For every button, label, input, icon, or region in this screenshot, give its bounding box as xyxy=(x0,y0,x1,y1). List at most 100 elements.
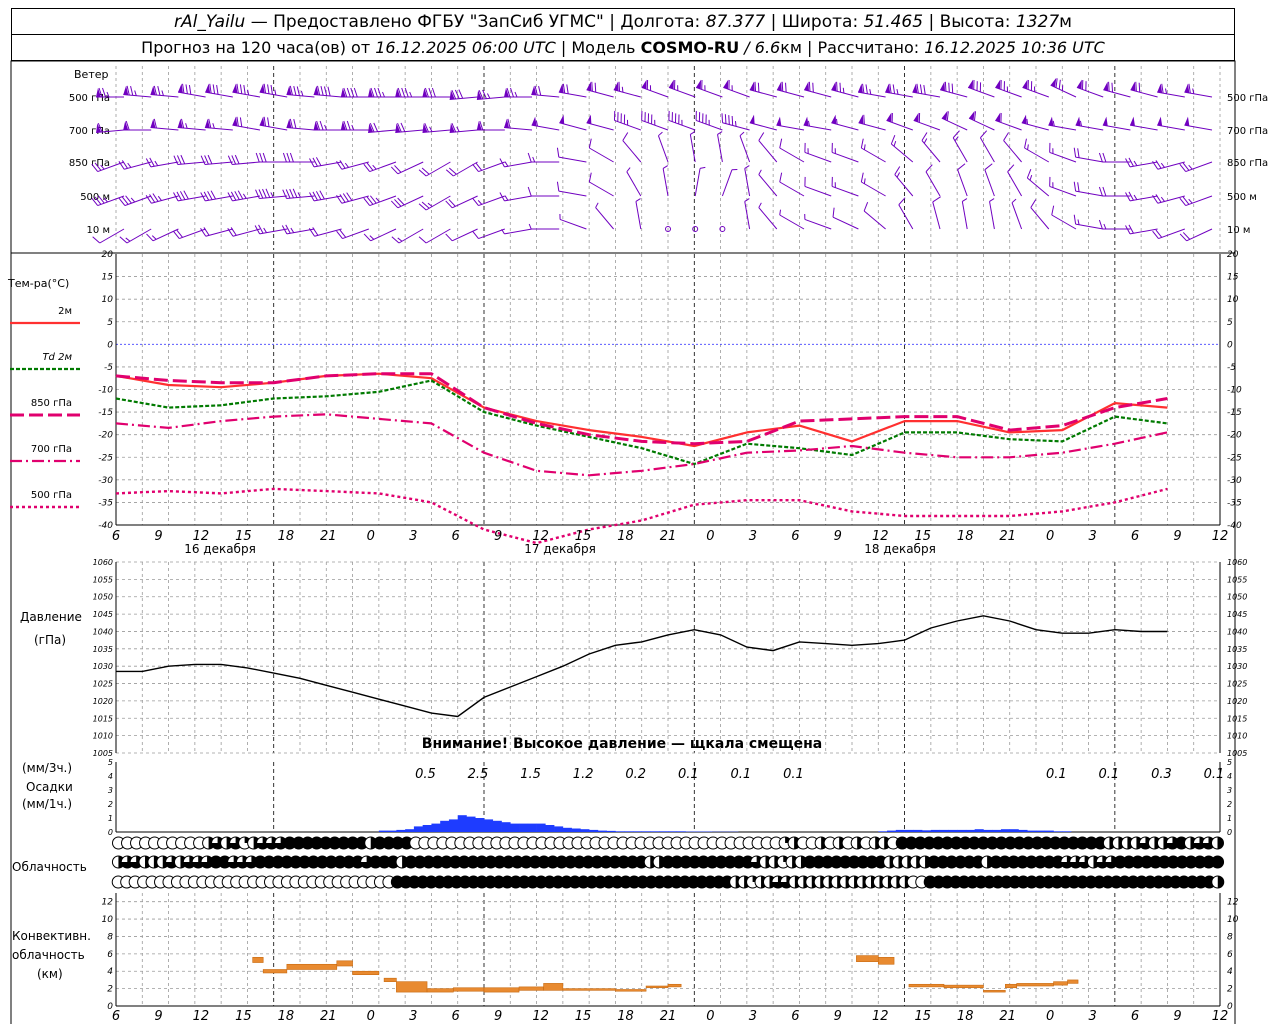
wind-barb-full xyxy=(404,87,409,98)
pressure-tick-left: 1025 xyxy=(93,680,113,689)
wind-barb-pennant xyxy=(1022,79,1028,90)
conv-xtick-label: 9 xyxy=(154,1009,162,1024)
wind-barb-full xyxy=(370,87,375,98)
wind-barb xyxy=(390,195,424,209)
wind-barb-full xyxy=(394,199,402,207)
wind-barb-full xyxy=(377,87,382,98)
precip-tick-right: 1 xyxy=(1227,814,1232,823)
wind-barb-full xyxy=(705,114,707,125)
wind-barb-staff xyxy=(722,122,750,131)
conv-cloud-bar xyxy=(943,984,984,989)
wind-barb-staff xyxy=(341,195,369,204)
wind-barb-half xyxy=(1052,148,1054,154)
pressure-tick-left: 1015 xyxy=(93,714,113,723)
wind-barb-pennant xyxy=(232,83,238,94)
wind-barb-full xyxy=(779,138,783,149)
wind-barb-half xyxy=(731,169,738,171)
wind-barb-staff xyxy=(804,151,832,163)
wind-barb-full xyxy=(207,191,213,200)
wind-barb-staff xyxy=(478,228,505,240)
wind-barb xyxy=(173,190,206,202)
wind-barb-full xyxy=(176,229,183,238)
wind-barb-full xyxy=(647,113,650,123)
wind-barb-half xyxy=(654,119,656,126)
wind-barb-full xyxy=(890,134,896,145)
wind-barb-half xyxy=(1188,198,1193,204)
wind-barb-full xyxy=(831,142,833,153)
wind-barb xyxy=(559,114,587,131)
wind-barb-full xyxy=(674,113,677,123)
wind-barb-full xyxy=(644,112,646,122)
wind-barb-full xyxy=(957,163,966,171)
wind-barb-full xyxy=(421,201,430,209)
wind-barb xyxy=(309,190,342,202)
wind-barb-full xyxy=(239,117,243,127)
wind-barb-full xyxy=(1024,138,1027,149)
wind-barb-half xyxy=(127,162,132,168)
wind-barb-full xyxy=(234,154,240,165)
wind-barb-pennant xyxy=(1048,116,1054,127)
conv-xtick-label: 18 xyxy=(617,1009,634,1024)
wind-barb-full xyxy=(125,195,132,204)
wind-barb-staff xyxy=(803,124,832,131)
wind-barb-full xyxy=(1179,197,1187,206)
wind-barb-full xyxy=(538,86,542,96)
wind-barb-staff xyxy=(1129,124,1158,131)
wind-barb-full xyxy=(1152,230,1159,239)
precip-bar xyxy=(939,829,949,832)
wind-barb-full xyxy=(1125,192,1131,202)
wind-barb-staff xyxy=(558,91,587,98)
pressure-line xyxy=(116,615,1168,718)
wind-barb-staff xyxy=(1049,185,1077,197)
wind-barb xyxy=(961,198,968,230)
wind-barb-half xyxy=(758,202,762,208)
temp-xtick-label: 6 xyxy=(112,529,120,544)
wind-barb-pennant xyxy=(340,88,346,97)
precip-bar xyxy=(580,829,590,832)
wind-barb xyxy=(145,157,179,168)
conv-cloud-bar xyxy=(983,990,1006,993)
wind-barb-staff xyxy=(1186,228,1213,242)
wind-calm-mark xyxy=(692,226,699,232)
wind-barb xyxy=(336,228,369,240)
wind-barb xyxy=(717,131,723,163)
conv-xtick-label: 21 xyxy=(999,1009,1016,1024)
longitude-value: 87.377 xyxy=(705,12,766,32)
wind-barb-full xyxy=(622,132,629,141)
precip-bar xyxy=(948,829,958,832)
wind-barb-full xyxy=(534,85,538,96)
wind-barb-staff xyxy=(1185,195,1213,207)
wind-barb-full xyxy=(200,192,206,202)
wind-barb xyxy=(689,131,696,163)
wind-barb-half xyxy=(744,165,750,169)
wind-barb-half xyxy=(1160,162,1165,168)
temp-xtick-label: 9 xyxy=(834,529,842,544)
conv-cloud-bar xyxy=(667,983,682,988)
wind-barb-full xyxy=(944,81,947,92)
wind-barb xyxy=(227,227,261,237)
temp-legend-label: 500 гПа xyxy=(31,490,72,501)
wind-barb-pennant xyxy=(368,123,374,133)
wind-barb-full xyxy=(588,138,592,149)
wind-barb-full xyxy=(346,87,351,98)
wind-barb-full xyxy=(863,114,865,125)
conv-cloud-bar xyxy=(483,987,520,993)
wind-barb-half xyxy=(807,148,809,154)
precip-bar xyxy=(1027,830,1037,832)
conv-cloud-bar xyxy=(877,957,895,965)
precip-bar xyxy=(440,820,450,832)
wind-barb-half xyxy=(351,124,355,131)
wind-barb-full xyxy=(1049,176,1051,187)
wind-barb-staff xyxy=(921,140,941,163)
wind-barb xyxy=(286,85,315,98)
cloud-fill xyxy=(165,855,178,868)
wind-barb-full xyxy=(315,191,322,200)
wind-barb-half xyxy=(369,235,375,240)
wind-barb-half xyxy=(954,136,959,142)
wind-barb xyxy=(1030,199,1050,230)
wind-barb-full xyxy=(418,169,427,177)
wind-barb xyxy=(313,120,342,131)
wind-barb xyxy=(531,116,560,131)
temp-xtick-label: 9 xyxy=(1173,529,1181,544)
wind-barb-half xyxy=(807,120,811,127)
